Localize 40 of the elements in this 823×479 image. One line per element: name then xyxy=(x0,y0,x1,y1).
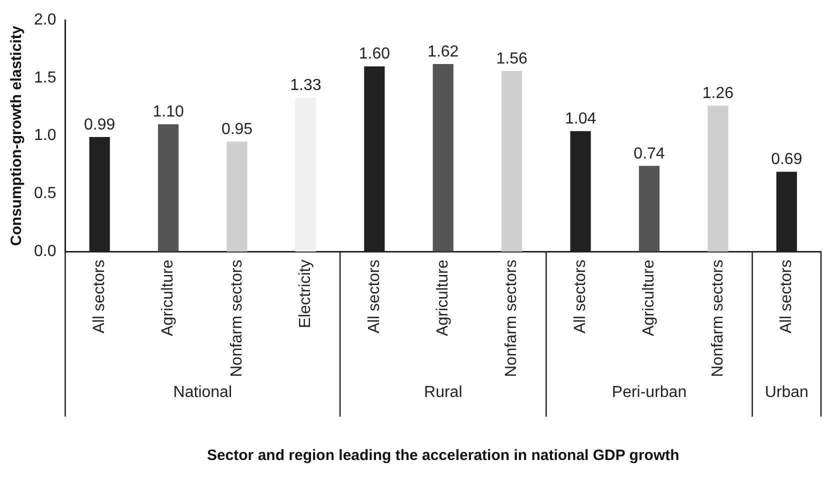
y-tick-label: 0.0 xyxy=(34,243,56,260)
x-tick-label: Agriculture xyxy=(160,260,177,336)
bar xyxy=(295,98,316,252)
bar xyxy=(226,142,248,252)
x-tick-label: All sectors xyxy=(366,260,383,334)
data-label: 1.10 xyxy=(152,104,184,121)
x-tick-label: Nonfarm sectors xyxy=(228,260,246,378)
x-tick-label: Agriculture xyxy=(434,260,452,336)
y-tick-label: 2.0 xyxy=(34,11,56,28)
y-tick-label: 0.5 xyxy=(34,185,56,202)
x-axis-title: Sector and region leading the acceleration in national GDP growth xyxy=(206,447,680,464)
bar xyxy=(502,70,522,252)
y-tick-label: 1.5 xyxy=(34,69,56,86)
data-label: 1.56 xyxy=(496,50,528,68)
text: National xyxy=(173,384,232,402)
text: Rural xyxy=(424,384,462,402)
data-label: 1.26 xyxy=(702,85,734,102)
x-tick-label: Agriculture xyxy=(640,260,658,336)
text: Urban xyxy=(764,384,808,402)
bar xyxy=(432,64,454,252)
data-label: 0.74 xyxy=(634,145,665,162)
data-label: 0.99 xyxy=(84,116,116,134)
x-tick-label: All sectors xyxy=(91,260,108,334)
bar xyxy=(708,106,728,252)
bar xyxy=(638,166,660,252)
y-axis-title: Consumption-growth elasticity xyxy=(8,25,26,246)
data-label: 1.62 xyxy=(428,43,459,60)
data-label: 1.04 xyxy=(564,110,596,128)
x-tick-label: All sectors xyxy=(572,260,589,334)
data-label: 0.69 xyxy=(771,151,802,168)
x-tick-label: Nonfarm sectors xyxy=(503,260,520,378)
data-label: 1.33 xyxy=(290,77,322,94)
text: Peri-urban xyxy=(612,384,687,402)
x-tick-label: Nonfarm sectors xyxy=(709,260,726,378)
bar xyxy=(158,124,179,252)
y-tick-label: 1.0 xyxy=(34,127,56,144)
x-tick-label: All sectors xyxy=(778,260,796,334)
data-label: 0.95 xyxy=(221,121,253,138)
x-tick-label: Electricity xyxy=(297,260,314,328)
data-label: 1.60 xyxy=(358,46,390,63)
